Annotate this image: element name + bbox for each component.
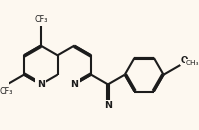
Text: N: N — [104, 101, 112, 110]
Text: CF₃: CF₃ — [0, 87, 13, 96]
Text: N: N — [70, 80, 78, 89]
Text: CH₃: CH₃ — [186, 60, 199, 66]
Text: O: O — [181, 56, 188, 65]
Text: N: N — [37, 80, 45, 89]
Text: CF₃: CF₃ — [34, 15, 47, 24]
